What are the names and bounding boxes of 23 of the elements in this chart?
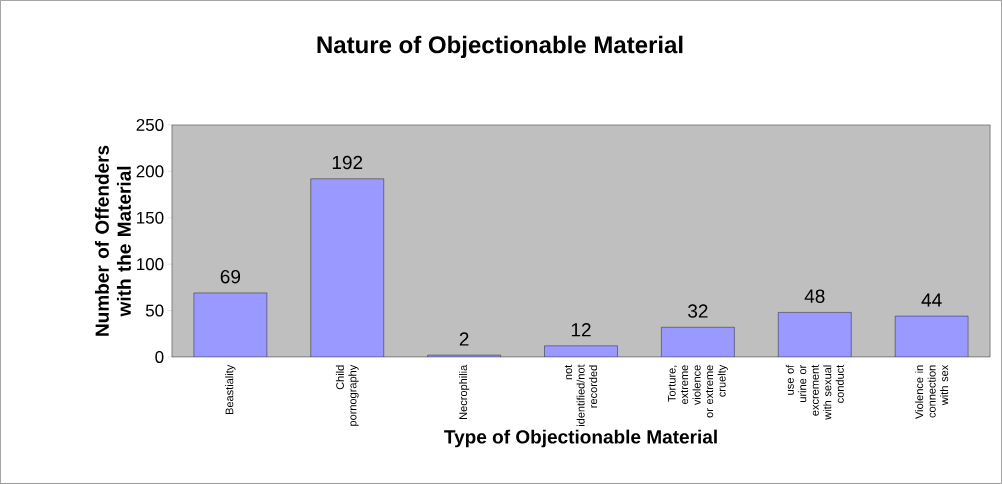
data-label: 69 bbox=[220, 269, 241, 284]
data-label: 48 bbox=[804, 289, 825, 303]
data-label: 32 bbox=[688, 304, 708, 318]
data-label: 2 bbox=[459, 332, 469, 346]
x-tick-label: not identified/not recorded bbox=[564, 364, 598, 427]
y-tick-label: 250 bbox=[136, 118, 164, 131]
data-label: 44 bbox=[921, 293, 942, 307]
y-tick-label: 200 bbox=[136, 165, 164, 178]
x-tick-label: use of urine or excrement with sexual conduct bbox=[785, 364, 844, 420]
data-label: 12 bbox=[571, 323, 591, 337]
y-tick-label: 50 bbox=[145, 304, 164, 317]
y-axis-title: Number of Offenders with the Material bbox=[94, 145, 131, 336]
data-label: 192 bbox=[332, 155, 363, 170]
x-tick-label: Child pornography bbox=[335, 364, 359, 426]
chart-title: Nature of Objectionable Material bbox=[317, 35, 683, 59]
x-tick-label: Torture, extreme violence or extreme cruelty bbox=[667, 364, 728, 418]
x-axis-title: Type of Objectionable Material bbox=[444, 429, 717, 448]
y-tick-label: 100 bbox=[137, 258, 164, 271]
y-tick-label: 150 bbox=[137, 211, 164, 224]
x-tick-label: Necrophilia bbox=[459, 364, 470, 419]
x-tick-label: Violence in connection with sex bbox=[915, 364, 949, 419]
x-tick-label: Beastiality bbox=[225, 364, 236, 415]
y-tick-label: 0 bbox=[155, 350, 164, 364]
